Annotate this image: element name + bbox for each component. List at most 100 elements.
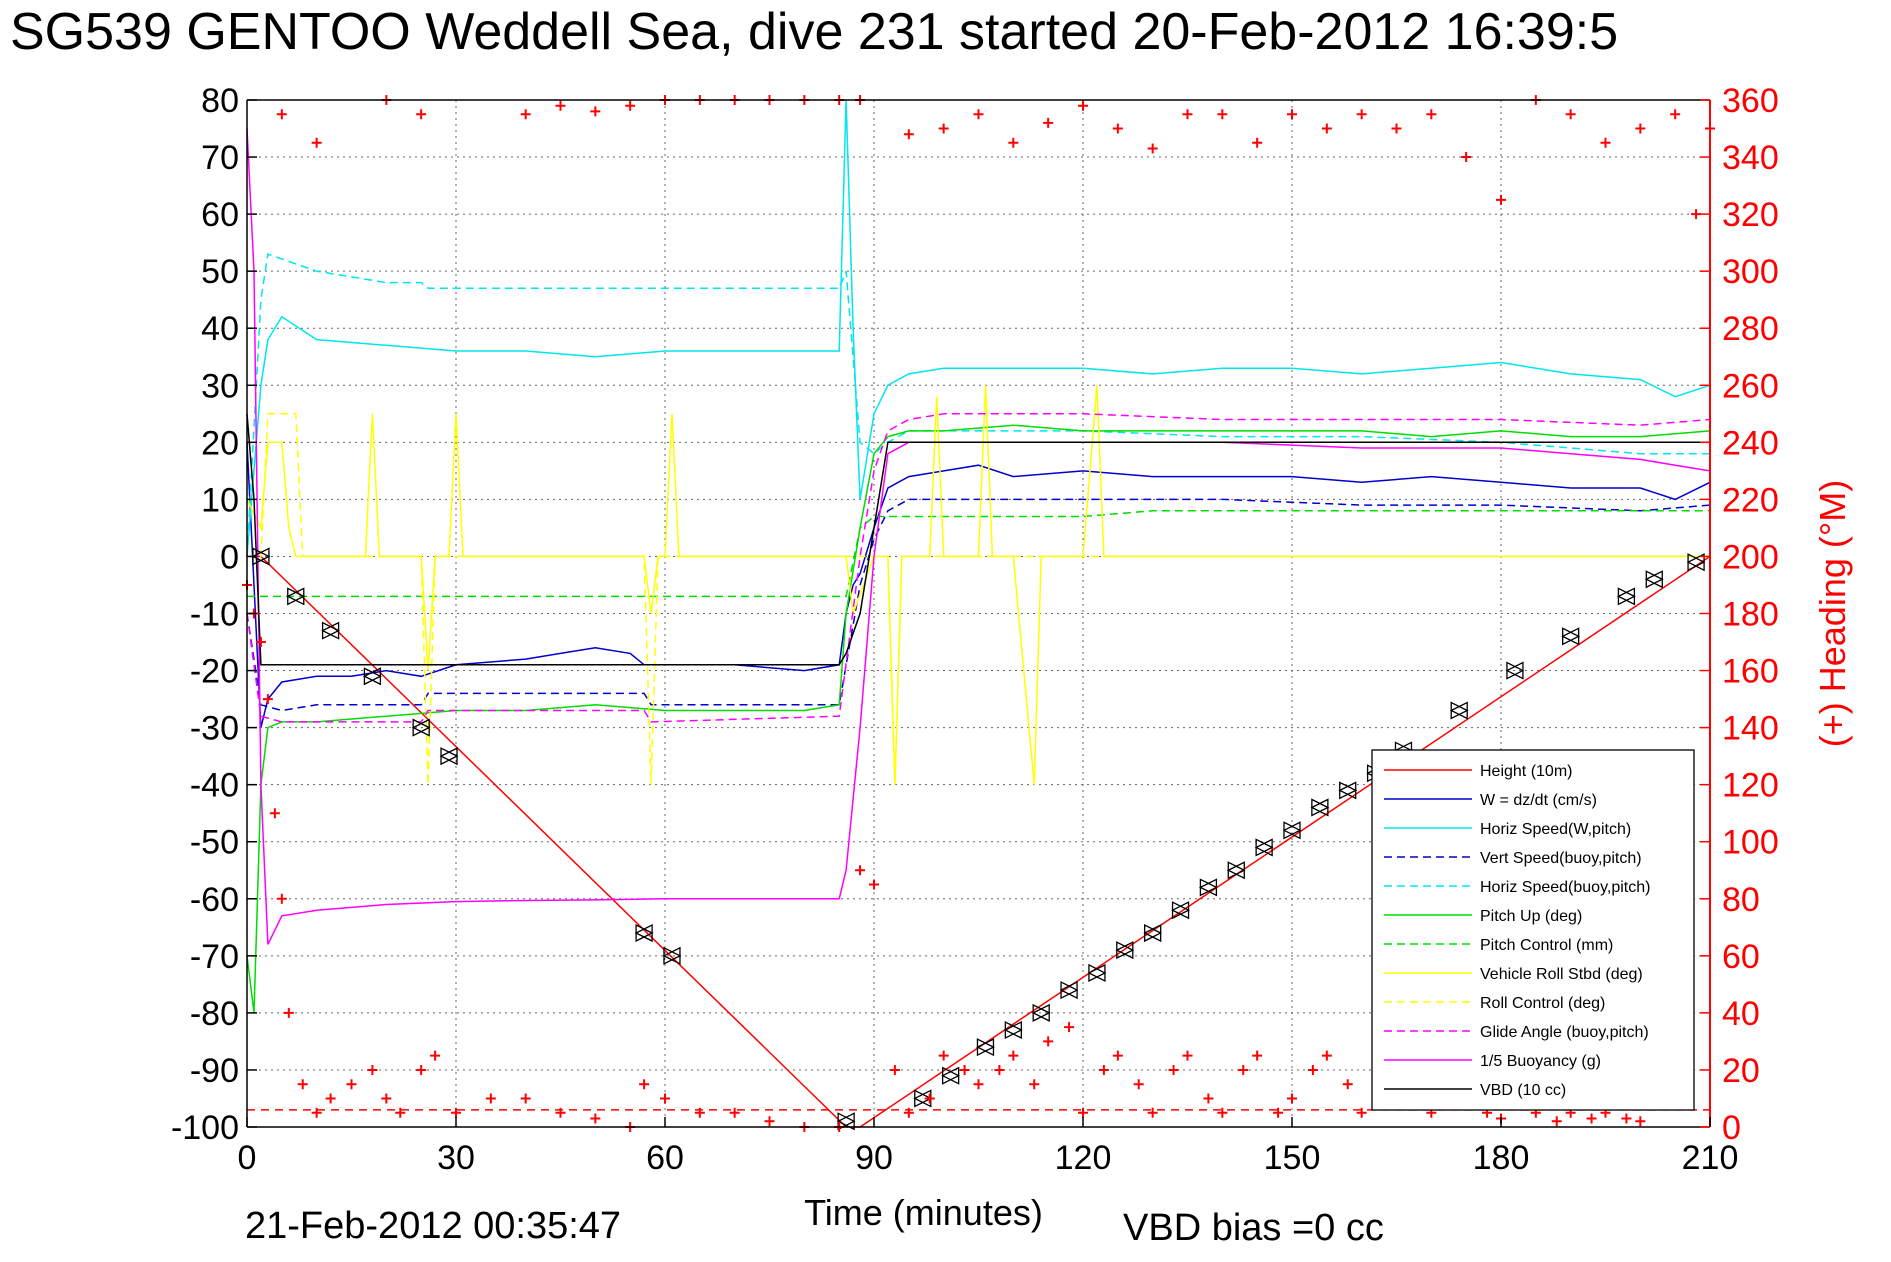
heading-point-top <box>1356 109 1367 120</box>
series-line-1 <box>246 442 1711 728</box>
heading-point <box>255 637 266 648</box>
heading-point <box>938 1050 949 1061</box>
x-tick-label: 60 <box>646 1139 684 1177</box>
height-marker-left <box>1254 838 1273 857</box>
heading-point-top <box>1182 109 1193 120</box>
y-right-tick-label: 60 <box>1722 938 1760 976</box>
legend-item-label: VBD (10 cc) <box>1480 1082 1566 1099</box>
height-marker-right <box>1088 963 1107 983</box>
heading-point <box>903 1107 914 1118</box>
height-marker-right <box>1199 878 1218 897</box>
heading-point <box>346 1079 357 1090</box>
y-tick-label: -50 <box>190 824 239 862</box>
height-marker-right <box>837 1112 856 1131</box>
heading-point <box>639 1079 650 1090</box>
legend-item-label: 1/5 Buoyancy (g) <box>1480 1053 1601 1070</box>
height-marker-left <box>1282 821 1301 840</box>
heading-point <box>959 1064 970 1075</box>
heading-point-top <box>1565 109 1576 120</box>
heading-point <box>451 1107 461 1118</box>
height-marker-right <box>1004 1020 1023 1040</box>
heading-point <box>381 1093 392 1104</box>
heading-point <box>1147 1107 1158 1118</box>
heading-point <box>311 1107 322 1118</box>
legend-item-label: Horiz Speed(buoy,pitch) <box>1480 879 1650 896</box>
y-tick-label: 10 <box>201 481 239 519</box>
y-tick-label: 20 <box>201 424 239 462</box>
height-marker-left <box>1616 587 1636 606</box>
series-lines <box>246 99 1711 1128</box>
heading-point <box>660 1093 670 1104</box>
footer-date: 21-Feb-2012 00:35:47 <box>245 1205 622 1247</box>
height-marker-left <box>1561 627 1580 646</box>
heading-point <box>1307 1064 1318 1075</box>
height-marker-right <box>412 718 431 737</box>
y-right-tick-label: 140 <box>1722 710 1779 748</box>
y-tick-label: -30 <box>190 710 239 748</box>
heading-point <box>855 865 866 876</box>
heading-point <box>1078 1107 1088 1118</box>
heading-point <box>1112 1050 1123 1061</box>
height-marker-right <box>1450 701 1469 720</box>
y-tick-label: -10 <box>190 596 239 634</box>
heading-point <box>1217 1107 1228 1118</box>
x-tick-label: 90 <box>855 1139 893 1177</box>
y-right-tick-label: 320 <box>1722 196 1779 234</box>
heading-point-top <box>973 109 984 120</box>
height-marker-right <box>1116 941 1135 960</box>
heading-point-top <box>520 109 531 120</box>
y-right-tick-label: 0 <box>1722 1109 1741 1147</box>
heading-point <box>555 1107 566 1118</box>
heading-point <box>1168 1064 1179 1075</box>
heading-point-top <box>1252 137 1263 148</box>
heading-point <box>590 1113 601 1124</box>
heading-point <box>520 1093 531 1104</box>
heading-point <box>1551 1116 1562 1127</box>
series-line-11 <box>246 413 1710 666</box>
series-line-8 <box>247 413 1710 785</box>
legend-item-label: Vert Speed(buoy,pitch) <box>1480 850 1642 867</box>
heading-point-top <box>311 137 322 148</box>
y-tick-label: 50 <box>201 253 239 291</box>
height-marker-right <box>1687 553 1706 572</box>
y-right-tick-label: 220 <box>1722 481 1779 519</box>
y-right-tick-label: 300 <box>1722 253 1779 291</box>
y-right-tick-label: 20 <box>1722 1052 1760 1090</box>
height-marker-right <box>1645 570 1664 589</box>
heading-point-top <box>1217 109 1228 120</box>
heading-point <box>1098 1064 1109 1075</box>
heading-point <box>367 1064 378 1075</box>
legend-item-label: Horiz Speed(W,pitch) <box>1480 821 1631 838</box>
heading-point-top <box>1391 123 1402 134</box>
y-right-tick-label: 160 <box>1722 653 1779 691</box>
y-tick-label: -100 <box>171 1109 239 1147</box>
heading-point-top <box>416 109 427 120</box>
y-tick-label: -60 <box>190 881 239 919</box>
heading-point-top <box>1496 194 1506 205</box>
heading-point <box>1621 1113 1632 1124</box>
legend-item-label: W = dz/dt (cm/s) <box>1480 792 1597 809</box>
height-marker-left <box>439 747 458 766</box>
heading-point <box>764 1116 775 1127</box>
heading-point <box>1586 1113 1597 1124</box>
height-marker-left <box>1310 798 1329 817</box>
heading-point-top <box>590 106 601 117</box>
heading-point-top <box>625 100 636 111</box>
height-marker-left <box>634 923 653 943</box>
y-right-tick-label: 100 <box>1722 824 1779 862</box>
height-marker-right <box>1562 627 1581 646</box>
x-tick-label: 180 <box>1473 1139 1530 1177</box>
height-marker-right <box>1339 781 1358 800</box>
y-right-tick-label: 120 <box>1722 767 1779 805</box>
height-marker-right <box>976 1038 995 1057</box>
height-marker-left <box>1644 570 1663 589</box>
heading-point <box>1321 1050 1332 1061</box>
heading-point <box>1238 1064 1249 1075</box>
heading-point-top <box>1078 100 1088 111</box>
heading-point-top <box>1287 109 1297 120</box>
y-tick-label: -90 <box>190 1052 239 1090</box>
series-line-6 <box>247 510 1710 598</box>
height-marker-left <box>1449 701 1468 720</box>
heading-point <box>325 1093 336 1104</box>
